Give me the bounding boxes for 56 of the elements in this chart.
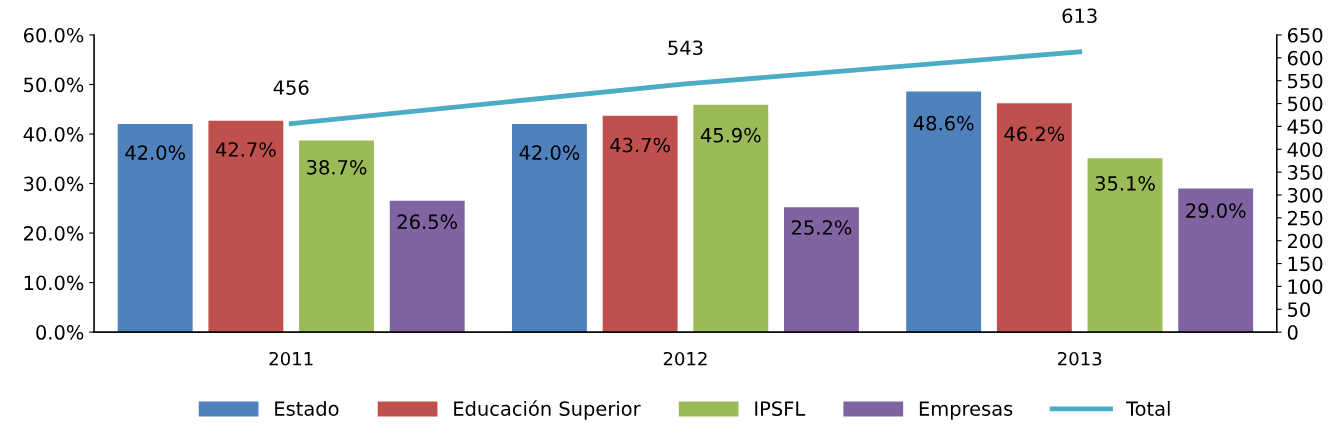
y2-tick-label: 650 [1287, 27, 1323, 43]
data-label: 613 [1062, 8, 1097, 24]
data-label: 42.0% [125, 145, 185, 160]
y-tick-label: 0.0% [36, 325, 84, 340]
y2-tick-label: 600 [1287, 50, 1323, 66]
legend-label: Educación Superior [454, 400, 641, 420]
data-label: 38.7% [307, 159, 367, 175]
y-tick-label: 40.0% [23, 126, 84, 142]
bar [1087, 158, 1163, 333]
legend-label: Estado [275, 400, 339, 416]
bar [208, 120, 284, 333]
data-label: 43.7% [610, 137, 670, 153]
data-label: 45.9% [700, 127, 761, 143]
data-label: 35.1% [1095, 176, 1155, 191]
x-tick-label: 2011 [269, 351, 313, 366]
y-tick-label: 30.0% [24, 176, 84, 192]
bar [299, 140, 374, 333]
y-tick-label: 50.0% [24, 77, 84, 93]
bar [1178, 188, 1254, 333]
y2-tick-label: 350 [1288, 165, 1323, 180]
y2-tick-label: 150 [1288, 256, 1323, 272]
x-tick-label: 2012 [663, 351, 707, 366]
data-label: 25.2% [791, 220, 852, 235]
y2-tick-label: 500 [1288, 96, 1323, 112]
bar [996, 103, 1072, 333]
legend-label: Total [1125, 400, 1170, 416]
bar [511, 124, 587, 333]
data-label: 46.2% [1004, 126, 1065, 142]
y2-tick-label: 450 [1287, 119, 1323, 135]
y2-tick-label: 100 [1288, 279, 1323, 295]
y2-tick-label: 0 [1287, 325, 1298, 340]
data-label: 456 [273, 80, 309, 95]
x-tick-label: 2013 [1058, 351, 1102, 366]
y2-tick-label: 200 [1287, 233, 1323, 249]
y-tick-label: 60.0% [23, 27, 84, 43]
bar [906, 91, 982, 333]
y-tick-label: 10.0% [24, 275, 84, 291]
y2-tick-label: 50 [1288, 302, 1310, 317]
data-label: 42.7% [215, 142, 276, 157]
bar [693, 104, 769, 333]
data-label: 543 [668, 40, 703, 56]
legend-label: IPSFL [755, 401, 806, 416]
bar [389, 200, 465, 333]
bar [602, 115, 678, 333]
y2-tick-label: 250 [1287, 210, 1323, 226]
y2-tick-label: 300 [1288, 187, 1323, 203]
y2-tick-label: 550 [1288, 73, 1323, 89]
bar [784, 207, 859, 333]
y2-tick-label: 400 [1287, 142, 1323, 157]
data-label: 26.5% [397, 214, 458, 230]
data-label: 42.0% [519, 145, 580, 160]
data-label: 29.0% [1186, 203, 1246, 218]
legend-label: Empresas [919, 401, 1013, 420]
bar [117, 124, 193, 333]
y-tick-label: 20.0% [24, 226, 84, 241]
data-label: 48.6% [913, 115, 974, 131]
